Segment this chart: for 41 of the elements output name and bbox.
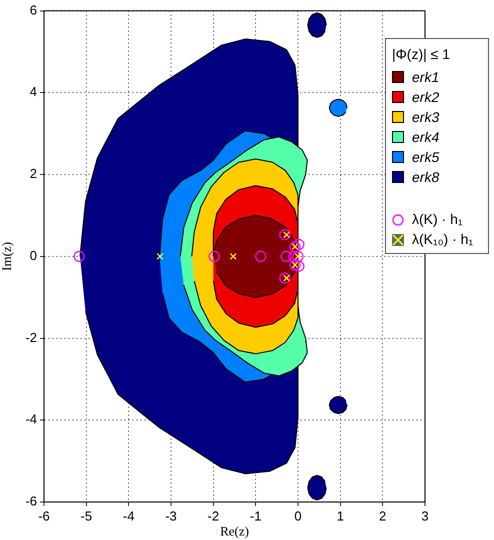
y-tick-label: 6 — [30, 2, 37, 18]
point — [74, 250, 85, 262]
legend-label: erk1 — [412, 69, 440, 85]
point — [288, 250, 300, 262]
legend-label: erk2 — [412, 89, 440, 105]
y-tick-label: -6 — [25, 494, 37, 509]
x-tick-label: 3 — [421, 508, 429, 524]
point — [156, 252, 164, 260]
point — [293, 238, 304, 250]
x-tick-label: -5 — [80, 508, 92, 524]
point — [280, 250, 292, 262]
y-tick-label: -4 — [25, 412, 37, 427]
x-tick-label: -4 — [122, 508, 134, 524]
y-tick-label: -2 — [25, 330, 37, 345]
y-tick-label: 2 — [30, 166, 37, 182]
legend-label: erk3 — [412, 109, 440, 125]
x-tick-label: -1 — [250, 508, 262, 524]
x-tick-label: 2 — [379, 508, 386, 524]
point — [292, 250, 304, 262]
y-tick-label: 0 — [30, 248, 37, 263]
point — [255, 250, 266, 262]
legend-label: erk5 — [412, 149, 440, 165]
point — [279, 272, 290, 284]
x-axis-title: Re(z) — [220, 524, 249, 539]
x-tick-label: -2 — [208, 508, 220, 524]
x-tick-label: -3 — [165, 508, 177, 524]
x-tick-label: 0 — [294, 508, 302, 524]
point — [289, 241, 301, 253]
y-tick-label: 4 — [30, 84, 37, 100]
point — [208, 250, 220, 262]
legend-label: λ(K) · h₁ — [412, 211, 463, 227]
point — [293, 260, 304, 272]
legend-label: erk4 — [412, 129, 440, 145]
legend-label: λ(K₁₀) · h₁ — [412, 231, 474, 247]
point — [279, 229, 290, 240]
x-tick-label: 1 — [336, 508, 344, 524]
point — [289, 259, 301, 271]
point — [230, 252, 237, 260]
legend-label: erk8 — [412, 169, 440, 185]
y-axis-title: Im(z) — [0, 242, 14, 271]
legend-title: |Φ(z)| ≤ 1 — [392, 45, 452, 64]
